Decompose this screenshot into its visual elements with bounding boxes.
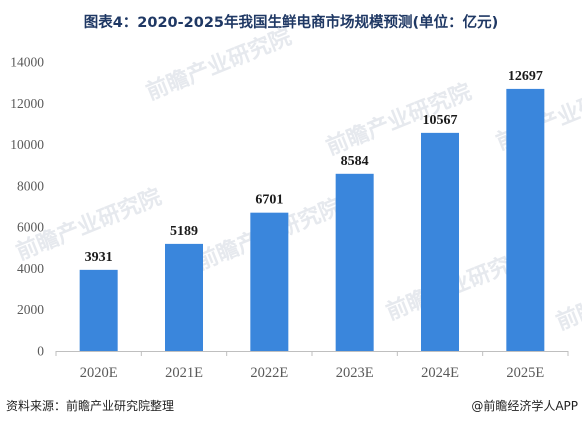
bar bbox=[79, 269, 118, 351]
x-axis: 2020E 2021E 2022E 2023E 2024E 2025E bbox=[55, 351, 569, 381]
bar bbox=[250, 212, 289, 351]
bar bbox=[335, 173, 374, 351]
source-text: 前瞻产业研究院整理 bbox=[66, 399, 175, 413]
y-tick-label: 0 bbox=[37, 344, 44, 359]
x-tick-label: 2020E bbox=[80, 365, 118, 381]
x-tick-label: 2021E bbox=[165, 365, 203, 381]
bar bbox=[506, 88, 545, 351]
y-axis: 0 2000 4000 6000 8000 10000 12000 14000 bbox=[10, 55, 44, 359]
footer: 资料来源：前瞻产业研究院整理 @前瞻经济学人APP bbox=[0, 390, 582, 426]
source-label: 资料来源： bbox=[6, 399, 67, 413]
y-tick-label: 10000 bbox=[10, 137, 44, 152]
data-labels: 3931 5189 6701 8584 10567 12697 bbox=[85, 69, 543, 265]
y-tick-label: 12000 bbox=[10, 96, 44, 111]
bar bbox=[421, 132, 459, 351]
data-label: 6701 bbox=[255, 193, 283, 208]
source-note: 资料来源：前瞻产业研究院整理 bbox=[6, 397, 174, 414]
data-label: 3931 bbox=[85, 250, 113, 265]
data-label: 8584 bbox=[341, 154, 369, 169]
y-tick-label: 4000 bbox=[17, 261, 44, 276]
y-tick-label: 6000 bbox=[17, 220, 44, 235]
y-tick-label: 8000 bbox=[17, 178, 44, 193]
watermark-text: 前瞻产业研究院 bbox=[143, 24, 296, 106]
bar bbox=[165, 243, 203, 351]
x-tick-label: 2024E bbox=[421, 365, 459, 381]
watermark-text: 前瞻产业研究院 bbox=[553, 254, 582, 336]
y-tick-label: 2000 bbox=[17, 302, 44, 317]
x-tick-label: 2022E bbox=[250, 365, 288, 381]
y-tick-label: 14000 bbox=[10, 55, 44, 70]
chart-title: 图表4：2020-2025年我国生鲜电商市场规模预测(单位：亿元) bbox=[83, 15, 499, 31]
data-label: 12697 bbox=[508, 69, 543, 84]
bars bbox=[79, 88, 545, 351]
x-tick-label: 2025E bbox=[506, 365, 544, 381]
data-label: 10567 bbox=[423, 113, 458, 128]
data-label: 5189 bbox=[170, 224, 198, 239]
x-tick-label: 2023E bbox=[336, 365, 374, 381]
credit-text: @前瞻经济学人APP bbox=[471, 399, 578, 413]
